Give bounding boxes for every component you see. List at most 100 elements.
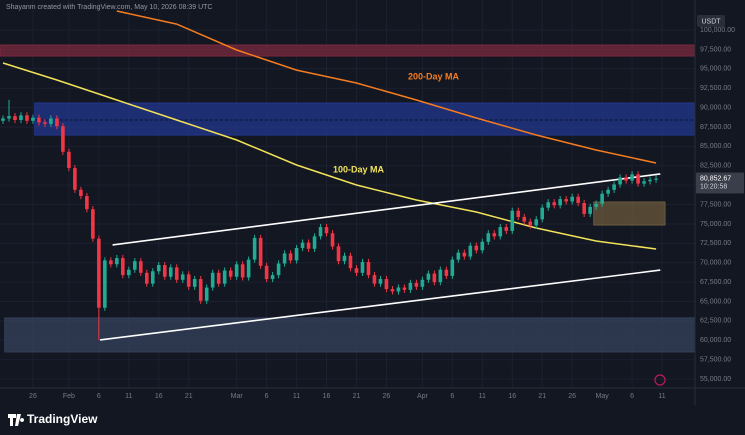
candle-body: [570, 196, 574, 202]
candle-body: [246, 259, 251, 278]
candle-body: [540, 207, 545, 220]
candle-body: [13, 116, 17, 121]
candle-body: [588, 206, 592, 214]
candle-body: [480, 241, 485, 251]
x-tick-label: 26: [29, 393, 37, 400]
x-tick-label: 11: [293, 393, 300, 400]
candle-body: [636, 174, 640, 184]
candle-body: [198, 279, 203, 301]
candle-body: [456, 252, 461, 260]
candle-body: [618, 177, 622, 185]
candle-body: [318, 227, 323, 237]
candle-body: [133, 261, 137, 270]
candle-body: [25, 115, 29, 121]
header: Shayanm created with TradingView.com, Ma…: [6, 4, 212, 11]
candle-body: [546, 202, 551, 208]
candle-body: [378, 279, 383, 284]
x-tick-label: 26: [383, 393, 391, 400]
candle-body: [1, 118, 5, 121]
candle-body: [324, 227, 329, 234]
zone: [34, 102, 695, 136]
candle-body: [258, 237, 263, 266]
candle-body: [234, 264, 239, 277]
candle-body: [61, 126, 65, 152]
x-tick-label: 11: [125, 393, 132, 400]
y-tick-label: 100,000.00: [700, 27, 735, 34]
y-tick-label: 97,500.00: [700, 46, 731, 53]
x-tick-label: Mar: [231, 393, 244, 400]
candle-body: [49, 118, 53, 124]
plot-area: [0, 0, 695, 388]
x-tick-label: 26: [568, 393, 576, 400]
candle-body: [420, 279, 425, 287]
moving-average: [2, 62, 657, 250]
x-tick-label: 21: [353, 393, 361, 400]
y-tick-label: 95,000.00: [700, 66, 731, 73]
candle-body: [115, 258, 119, 265]
candle-body: [366, 261, 371, 276]
candle-body: [91, 209, 95, 239]
candle-body: [43, 122, 47, 124]
candle-body: [276, 263, 281, 276]
countdown: 10:20:58: [700, 183, 727, 190]
candle-body: [121, 258, 125, 276]
candle-body: [150, 271, 155, 284]
price-tag-label: 80,852.67: [700, 175, 731, 182]
candle-body: [474, 245, 479, 251]
y-tick-label: 65,000.00: [700, 298, 731, 305]
candle-body: [624, 177, 628, 181]
x-tick-label: 16: [508, 393, 516, 400]
candle-body: [168, 267, 173, 277]
zone: [4, 317, 695, 353]
candle-body: [498, 227, 503, 237]
candle-body: [204, 287, 209, 301]
logo: TradingView: [8, 412, 98, 426]
y-tick-label: 85,000.00: [700, 143, 731, 150]
brand: TradingView: [27, 412, 98, 426]
candle-body: [228, 270, 233, 277]
y-tick-label: 57,500.00: [700, 357, 731, 364]
candle-body: [294, 247, 299, 261]
candle-body: [510, 210, 515, 231]
y-tick-label: 70,000.00: [700, 260, 731, 267]
candle-body: [642, 181, 646, 184]
quote-box: [697, 15, 725, 27]
candle-body: [558, 199, 562, 206]
zone: [0, 44, 695, 57]
candle-body: [240, 264, 245, 278]
candle-body: [372, 275, 377, 284]
candle-body: [252, 237, 257, 260]
candle-body: [156, 265, 161, 272]
x-tick-label: Apr: [417, 393, 429, 400]
y-tick-label: 82,500.00: [700, 163, 731, 170]
moving-average: [116, 10, 657, 164]
candle-body: [354, 268, 359, 273]
ma-label: 200-Day MA: [408, 71, 460, 81]
candle-body: [606, 189, 610, 194]
candle-body: [31, 117, 35, 121]
x-tick-label: 6: [450, 393, 454, 400]
candle-body: [486, 233, 491, 242]
logo-icon: [8, 414, 25, 426]
y-tick-label: 67,500.00: [700, 279, 731, 286]
candle-body: [138, 261, 143, 273]
candle-body: [210, 272, 215, 288]
candle-body: [103, 260, 107, 308]
candle-body: [516, 210, 521, 217]
x-tick-label: 16: [323, 393, 331, 400]
candle-body: [648, 179, 652, 182]
x-tick-label: May: [596, 393, 610, 400]
candle-body: [444, 269, 449, 276]
y-tick-label: 87,500.00: [700, 124, 731, 131]
x-tick-label: 16: [155, 393, 163, 400]
candle-body: [612, 184, 616, 190]
candle-body: [390, 289, 395, 292]
candle-body: [384, 279, 389, 290]
x-tick-label: Feb: [63, 393, 75, 400]
candle-body: [180, 274, 185, 280]
candle-body: [582, 203, 586, 214]
candle-body: [127, 269, 131, 276]
y-tick-label: 75,000.00: [700, 221, 731, 228]
